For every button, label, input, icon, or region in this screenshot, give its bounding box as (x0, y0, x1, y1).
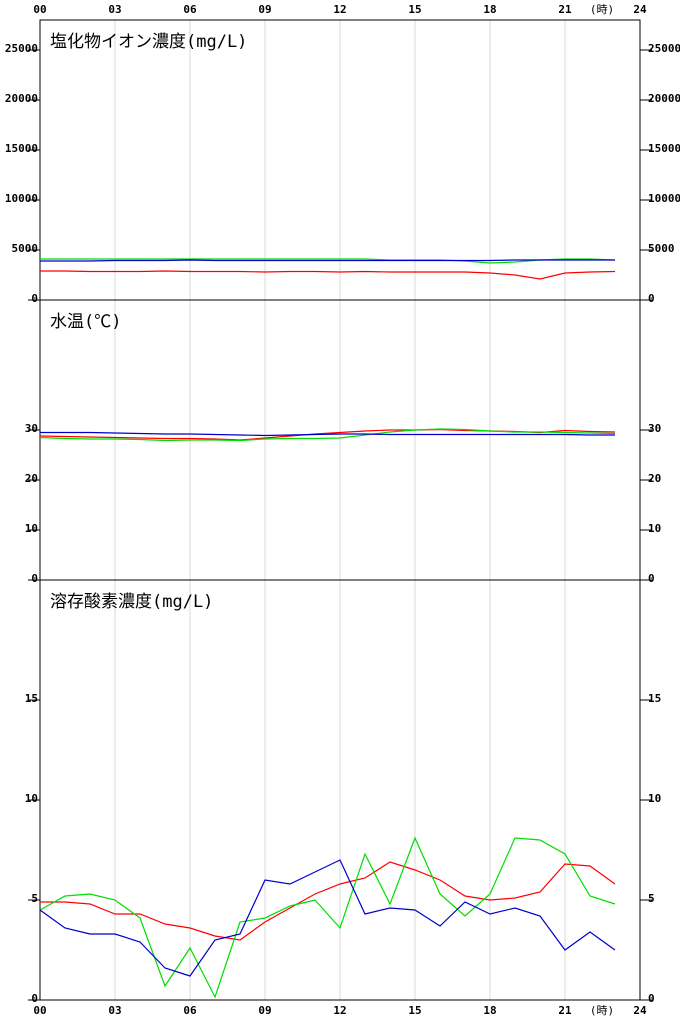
y-tick-label: 15 (25, 692, 38, 705)
series-line (39, 859, 616, 977)
y-tick-label: 0 (31, 292, 38, 305)
x-tick-label: 03 (108, 1004, 121, 1017)
panel-title: 溶存酸素濃度(mg/L) (50, 592, 213, 612)
series-line (39, 428, 616, 442)
y-tick-label: 20 (25, 472, 38, 485)
series-line (40, 258, 616, 264)
y-tick-label: 20000 (5, 92, 38, 105)
x-tick-label: 09 (258, 1004, 271, 1017)
y-tick-label: 10 (648, 792, 661, 805)
x-tick-label: 03 (108, 3, 121, 16)
x-unit: (時) (590, 3, 614, 16)
y-tick-label: 5 (31, 892, 38, 905)
y-tick-label: 25000 (648, 42, 680, 55)
plot-frame (39, 579, 641, 1001)
x-tick-label: 15 (408, 1004, 421, 1017)
x-tick-label: 00 (33, 3, 46, 16)
y-tick-label: 10000 (648, 192, 680, 205)
x-tick-label: 21 (558, 3, 572, 16)
y-tick-label: 5000 (648, 242, 675, 255)
x-unit: (時) (590, 1004, 614, 1017)
x-tick-label: 15 (408, 3, 421, 16)
series-line (40, 259, 615, 262)
y-tick-label: 0 (31, 572, 38, 585)
y-tick-label: 5 (648, 892, 655, 905)
y-tick-label: 25000 (5, 42, 38, 55)
y-tick-label: 0 (648, 992, 655, 1005)
y-tick-label: 10 (25, 792, 38, 805)
x-tick-label: 12 (333, 3, 346, 16)
x-tick-label: 06 (183, 1004, 197, 1017)
series-line (39, 836, 616, 999)
y-tick-label: 5000 (12, 242, 39, 255)
x-tick-label: 06 (183, 3, 197, 16)
panel-title: 塩化物イオン濃度(mg/L) (50, 32, 247, 52)
y-tick-label: 20 (648, 472, 661, 485)
series-line (40, 861, 616, 941)
x-tick-label: 21 (558, 1004, 572, 1017)
x-tick-label: 12 (333, 1004, 346, 1017)
y-tick-label: 30 (25, 422, 38, 435)
x-tick-label: 24 (633, 1004, 647, 1017)
series-line (40, 431, 615, 437)
series-line (40, 270, 616, 280)
x-tick-label: 18 (483, 3, 496, 16)
panel-title: 水温(℃) (50, 312, 121, 332)
y-tick-label: 15000 (5, 142, 38, 155)
x-tick-label: 18 (483, 1004, 496, 1017)
y-tick-label: 15000 (648, 142, 680, 155)
y-tick-label: 10 (25, 522, 38, 535)
x-tick-label: 00 (33, 1004, 46, 1017)
y-tick-label: 10000 (5, 192, 38, 205)
y-tick-label: 10 (648, 522, 661, 535)
x-tick-label: 24 (633, 3, 647, 16)
y-tick-label: 0 (31, 992, 38, 1005)
y-tick-label: 30 (648, 422, 661, 435)
x-tick-label: 09 (258, 3, 271, 16)
y-tick-label: 0 (648, 572, 655, 585)
y-tick-label: 0 (648, 292, 655, 305)
y-tick-label: 15 (648, 692, 661, 705)
y-tick-label: 20000 (648, 92, 680, 105)
